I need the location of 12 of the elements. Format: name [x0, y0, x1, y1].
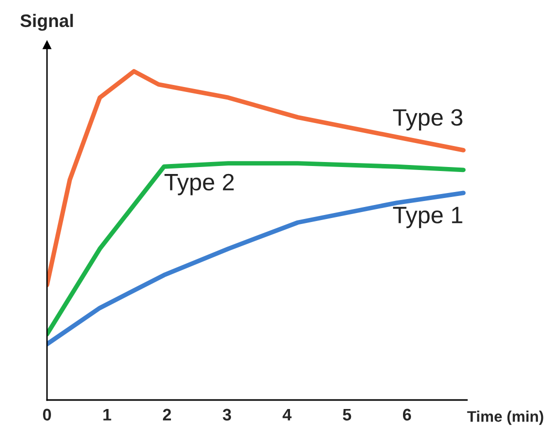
x-tick-label: 4	[282, 408, 292, 420]
y-axis-title: Signal	[20, 14, 73, 31]
series-label: Type 1	[393, 206, 462, 228]
x-tick-label: 1	[103, 408, 112, 420]
x-tick-label: 0	[43, 408, 51, 421]
x-tick-label: 5	[342, 408, 352, 421]
series-label: Type 2	[164, 174, 234, 196]
x-tick-label: 6	[402, 408, 412, 421]
series-label: Type 3	[393, 109, 462, 130]
x-tick-label: 3	[222, 408, 232, 421]
x-axis-title: Time (min)	[467, 410, 544, 425]
x-tick-label: 2	[162, 408, 171, 420]
